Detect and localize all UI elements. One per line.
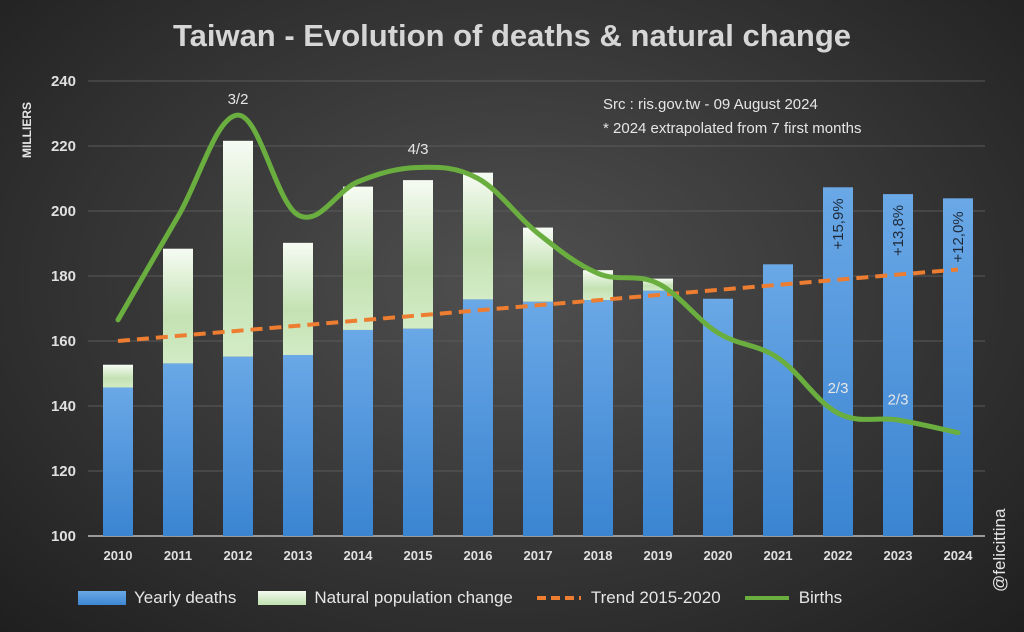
x-tick-label: 2010 — [104, 548, 133, 563]
deaths-bar — [943, 198, 973, 536]
natural-change-bar — [103, 364, 133, 388]
x-tick-label: 2024 — [944, 548, 974, 563]
x-tick-label: 2023 — [884, 548, 913, 563]
chart-title: Taiwan - Evolution of deaths & natural c… — [172, 18, 852, 53]
y-tick-label: 120 — [51, 463, 76, 480]
legend-swatch-natural-change — [258, 591, 307, 605]
ratio-annotation: 2/3 — [828, 380, 849, 397]
y-tick-label: 100 — [51, 528, 76, 545]
x-tick-label: 2015 — [404, 548, 433, 563]
y-tick-label: 240 — [51, 73, 76, 90]
source-line: Src : ris.gov.tw - 09 August 2024 — [603, 96, 818, 113]
legend-item-trend: Trend 2015-2020 — [535, 588, 721, 608]
deaths-bar — [763, 264, 793, 536]
deaths-bar — [463, 299, 493, 536]
ratio-annotation: 2/3 — [888, 391, 909, 408]
trend-line — [117, 267, 959, 343]
legend-label: Natural population change — [314, 588, 513, 607]
legend-item-natural-change: Natural population change — [258, 588, 513, 608]
x-tick-label: 2012 — [224, 548, 253, 563]
legend-label: Trend 2015-2020 — [590, 588, 721, 607]
x-tick-label: 2019 — [644, 548, 673, 563]
natural-change-bar — [223, 140, 253, 357]
y-tick-label: 220 — [51, 138, 76, 155]
natural-change-bar — [283, 242, 313, 355]
deaths-bar — [643, 290, 673, 536]
legend-item-births: Births — [743, 588, 842, 608]
legend-label: Births — [798, 588, 843, 607]
y-tick-label: 200 — [51, 203, 76, 220]
deaths-bar — [523, 301, 553, 536]
legend: Yearly deaths Natural population change … — [78, 588, 864, 608]
deaths-bar — [403, 328, 433, 536]
x-tick-label: 2016 — [464, 548, 493, 563]
percent-annotation: +13,8% — [890, 205, 907, 256]
natural-change-bar — [463, 172, 493, 300]
x-tick-label: 2018 — [584, 548, 613, 563]
x-tick-label: 2014 — [344, 548, 374, 563]
x-tick-label: 2022 — [824, 548, 853, 563]
deaths-bar — [823, 187, 853, 536]
x-tick-label: 2013 — [284, 548, 313, 563]
y-tick-label: 160 — [51, 333, 76, 350]
natural-change-bar — [403, 180, 433, 329]
ratio-annotation: 3/2 — [228, 91, 249, 108]
x-tick-label: 2011 — [164, 548, 192, 563]
deaths-bar — [103, 387, 133, 536]
legend-swatch-trend — [536, 596, 581, 600]
y-tick-label: 140 — [51, 398, 76, 415]
source-note: Src : ris.gov.tw - 09 August 2024 * 2024… — [603, 93, 861, 141]
x-tick-label: 2017 — [524, 548, 553, 563]
percent-annotation: +15,9% — [830, 198, 847, 249]
x-tick-label: 2020 — [704, 548, 733, 563]
deaths-bar — [343, 329, 373, 536]
deaths-bar — [283, 354, 313, 536]
legend-label: Yearly deaths — [134, 588, 237, 607]
deaths-bar — [163, 363, 193, 536]
deaths-bar — [883, 194, 913, 536]
natural-change-bar — [343, 186, 373, 330]
x-tick-label: 2021 — [764, 548, 793, 563]
deaths-bar — [223, 356, 253, 536]
deaths-bar — [583, 300, 613, 536]
legend-item-deaths: Yearly deaths — [78, 588, 236, 608]
ratio-annotation: 4/3 — [408, 141, 429, 158]
y-tick-label: 180 — [51, 268, 76, 285]
percent-annotation: +12,0% — [950, 211, 967, 262]
natural-change-bar — [163, 248, 193, 364]
legend-swatch-births — [744, 596, 789, 600]
extrapolation-note: * 2024 extrapolated from 7 first months — [603, 120, 862, 137]
legend-swatch-deaths — [78, 591, 126, 605]
births-line — [115, 112, 961, 436]
